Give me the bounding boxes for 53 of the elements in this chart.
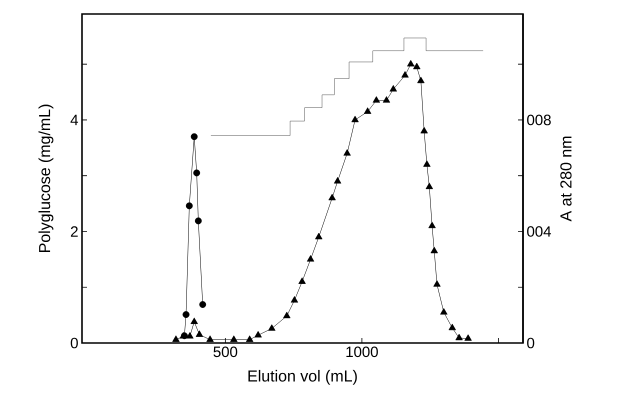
x-axis-title: Elution vol (mL) [248,370,357,385]
point [172,335,180,342]
x-tick-label: 1000 [346,346,378,358]
point [283,312,291,318]
point [401,71,409,78]
point [306,255,314,262]
point [334,177,342,184]
point [199,301,206,308]
x-tick-label: 500 [213,346,238,358]
y-tick-label: 0 [70,338,78,348]
point [455,334,463,340]
point [364,107,372,114]
point [464,334,472,341]
point [230,335,238,342]
point [190,318,198,324]
point [206,335,214,342]
point [433,280,441,287]
point [417,76,425,84]
point [193,169,200,176]
y2-axis-title: A at 280 nm [560,136,572,222]
point [426,182,434,190]
point [182,311,190,318]
y-axis-title: Polyglucose (mg/mL) [38,104,54,252]
point [413,62,420,70]
point [194,217,202,224]
point [448,324,456,330]
y2-tick-label: 0 [527,338,534,348]
y-tick-label: 4 [70,114,78,126]
point [328,194,336,200]
point [382,96,390,103]
point [254,330,262,338]
point [390,85,397,92]
point [351,116,359,122]
point [298,277,306,284]
point [290,296,298,303]
y2-tick-label: 008 [527,114,551,126]
point [407,60,414,66]
point [372,96,380,103]
point [268,324,276,331]
point [440,308,448,315]
point [246,335,254,342]
point [430,246,438,254]
point [315,232,322,240]
y-tick-label: 2 [70,226,78,237]
y2-tick-label: 004 [527,226,552,237]
point [428,222,436,228]
point [423,160,431,167]
point [420,126,428,134]
point [190,133,198,140]
point [343,149,351,156]
point [186,202,193,210]
point [186,332,194,339]
point [196,330,204,337]
